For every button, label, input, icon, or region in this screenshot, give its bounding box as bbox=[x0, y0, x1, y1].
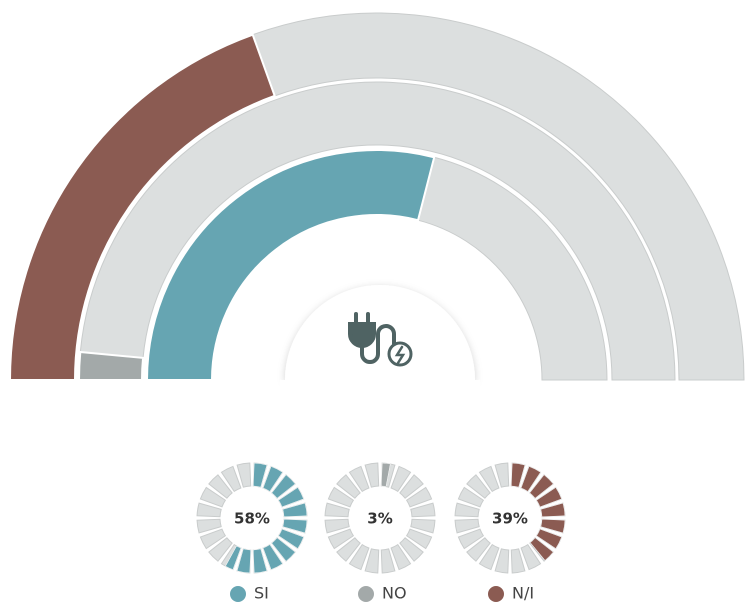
radial-bars bbox=[8, 12, 745, 381]
gauge-segment bbox=[478, 465, 500, 493]
gauge-fill-segment bbox=[236, 548, 251, 574]
gauge-fill-segment bbox=[540, 502, 566, 517]
gauge-fill-segment bbox=[262, 466, 283, 492]
ring-track bbox=[417, 156, 608, 381]
gauge-segment bbox=[364, 548, 380, 574]
gauge-segment bbox=[410, 502, 436, 518]
gauge-segment bbox=[510, 548, 526, 574]
gauge-segment bbox=[466, 474, 491, 499]
gauge-value-label: 3% bbox=[367, 510, 392, 528]
gauge-fill-segment bbox=[529, 474, 554, 499]
gauge-segment bbox=[410, 518, 436, 534]
gauge-segment bbox=[494, 462, 510, 488]
gauge-fill-segment bbox=[278, 487, 304, 508]
gauge-segment bbox=[327, 486, 355, 508]
gauge-segment bbox=[457, 528, 485, 550]
gauge-segment bbox=[348, 465, 370, 493]
gauge-fill-segment bbox=[530, 537, 554, 561]
gauge-segment bbox=[399, 537, 424, 562]
gauge-fill-segment bbox=[253, 548, 268, 574]
gauge-fill-segment bbox=[536, 528, 562, 549]
legend-label: N/I bbox=[512, 584, 534, 603]
ring-bar bbox=[8, 33, 276, 381]
gauge-fill-segment bbox=[520, 466, 541, 492]
plug-icon bbox=[348, 312, 413, 367]
gauges: 58% SI 3% NO 39% N/I bbox=[196, 462, 566, 603]
gauge-segment bbox=[478, 543, 500, 571]
gauge-segment bbox=[454, 518, 480, 534]
gauge-fill-segment bbox=[282, 502, 308, 517]
gauge-segment bbox=[324, 502, 350, 518]
gauge-segment bbox=[324, 518, 350, 534]
gauge-segment bbox=[327, 528, 355, 550]
gauge-segment bbox=[364, 462, 380, 488]
gauge-fill-segment bbox=[271, 537, 296, 562]
gauge-segment bbox=[399, 474, 424, 499]
gauge-segment bbox=[390, 543, 412, 571]
gauge-segment bbox=[454, 502, 480, 518]
ring-track bbox=[252, 12, 745, 381]
legend-swatch bbox=[230, 586, 246, 602]
gauge-segment bbox=[520, 543, 542, 571]
gauge-segment bbox=[220, 465, 242, 493]
gauge-segment bbox=[390, 465, 412, 493]
gauge-segment bbox=[208, 474, 233, 499]
gauge-segment bbox=[348, 543, 370, 571]
gauge-segment bbox=[208, 537, 233, 562]
ring-bar bbox=[145, 149, 436, 381]
gauge-segment bbox=[336, 537, 361, 562]
legend-swatch bbox=[358, 586, 374, 602]
ring-bar bbox=[77, 350, 145, 381]
gauge-fill-segment bbox=[511, 462, 526, 488]
gauge-segment bbox=[336, 474, 361, 499]
gauge-fill bbox=[225, 462, 308, 574]
gauge-segment bbox=[466, 537, 491, 562]
gauge-fill-segment bbox=[536, 487, 562, 508]
gauge-segment bbox=[380, 548, 396, 574]
legend-label: SI bbox=[254, 584, 269, 603]
gauge-fill-segment bbox=[225, 545, 242, 570]
gauge-segment bbox=[494, 548, 510, 574]
gauge-segment bbox=[199, 528, 227, 550]
gauge-fill-segment bbox=[253, 462, 268, 488]
gauge-fill bbox=[381, 462, 391, 487]
gauge-segment bbox=[196, 502, 222, 518]
center-cap bbox=[280, 285, 480, 392]
gauge-segment bbox=[405, 486, 433, 508]
ring-track bbox=[79, 81, 676, 381]
gauge-value-label: 39% bbox=[492, 510, 528, 528]
gauge-fill-segment bbox=[540, 519, 566, 534]
gauge-fill-segment bbox=[262, 544, 283, 570]
gauge-segment bbox=[196, 518, 222, 534]
gauge-fill bbox=[511, 462, 566, 561]
gauge-value-label: 58% bbox=[234, 510, 270, 528]
gauge-fill-segment bbox=[381, 462, 391, 487]
gauge-segment bbox=[457, 486, 485, 508]
gauge-fill-segment bbox=[278, 528, 304, 549]
legend-swatch bbox=[488, 586, 504, 602]
gauge-segment bbox=[199, 486, 227, 508]
legend-label: NO bbox=[382, 584, 407, 603]
gauge-fill-segment bbox=[282, 519, 308, 534]
gauge-segment bbox=[405, 528, 433, 550]
gauge-fill-segment bbox=[271, 474, 296, 499]
gauge-segment bbox=[236, 462, 252, 488]
